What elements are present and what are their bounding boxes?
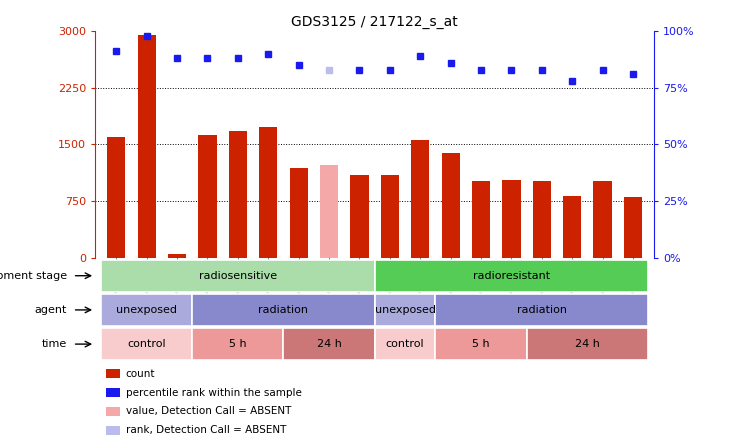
Bar [101,328,192,360]
Bar [198,135,216,258]
Bar [101,260,375,292]
Bar [106,388,120,397]
Bar [533,181,551,258]
Bar [137,35,156,258]
Text: 5 h: 5 h [229,339,246,349]
Bar [594,181,612,258]
Bar [472,181,490,258]
Bar [436,294,648,326]
Bar [411,140,429,258]
Bar [350,175,368,258]
Bar [107,137,126,258]
Bar [284,328,375,360]
Bar [381,175,399,258]
Text: control: control [386,339,424,349]
Text: percentile rank within the sample: percentile rank within the sample [126,388,302,398]
Text: control: control [127,339,166,349]
Bar [375,260,648,292]
Bar [375,294,436,326]
Text: agent: agent [34,305,67,315]
Text: count: count [126,369,155,379]
Title: GDS3125 / 217122_s_at: GDS3125 / 217122_s_at [291,15,458,29]
Bar [168,254,186,258]
Bar [106,426,120,435]
Bar [526,328,648,360]
Bar [502,180,520,258]
Text: radioresistant: radioresistant [473,271,550,281]
Text: radiation: radiation [259,305,308,315]
Text: development stage: development stage [0,271,67,281]
Bar [563,196,581,258]
Text: value, Detection Call = ABSENT: value, Detection Call = ABSENT [126,406,291,416]
Bar [624,197,642,258]
Text: rank, Detection Call = ABSENT: rank, Detection Call = ABSENT [126,425,286,435]
Text: radiation: radiation [517,305,567,315]
Bar [375,328,436,360]
Bar [101,294,192,326]
Bar [442,153,460,258]
Text: radiosensitive: radiosensitive [199,271,277,281]
Bar [229,131,247,258]
Bar [320,166,338,258]
Bar [106,407,120,416]
Text: unexposed: unexposed [374,305,436,315]
Text: 24 h: 24 h [575,339,600,349]
Text: 5 h: 5 h [472,339,490,349]
Bar [192,294,375,326]
Bar [192,328,284,360]
Bar [106,369,120,378]
Text: unexposed: unexposed [116,305,177,315]
Bar [260,127,277,258]
Text: time: time [42,339,67,349]
Bar [289,168,308,258]
Text: 24 h: 24 h [317,339,341,349]
Bar [436,328,526,360]
